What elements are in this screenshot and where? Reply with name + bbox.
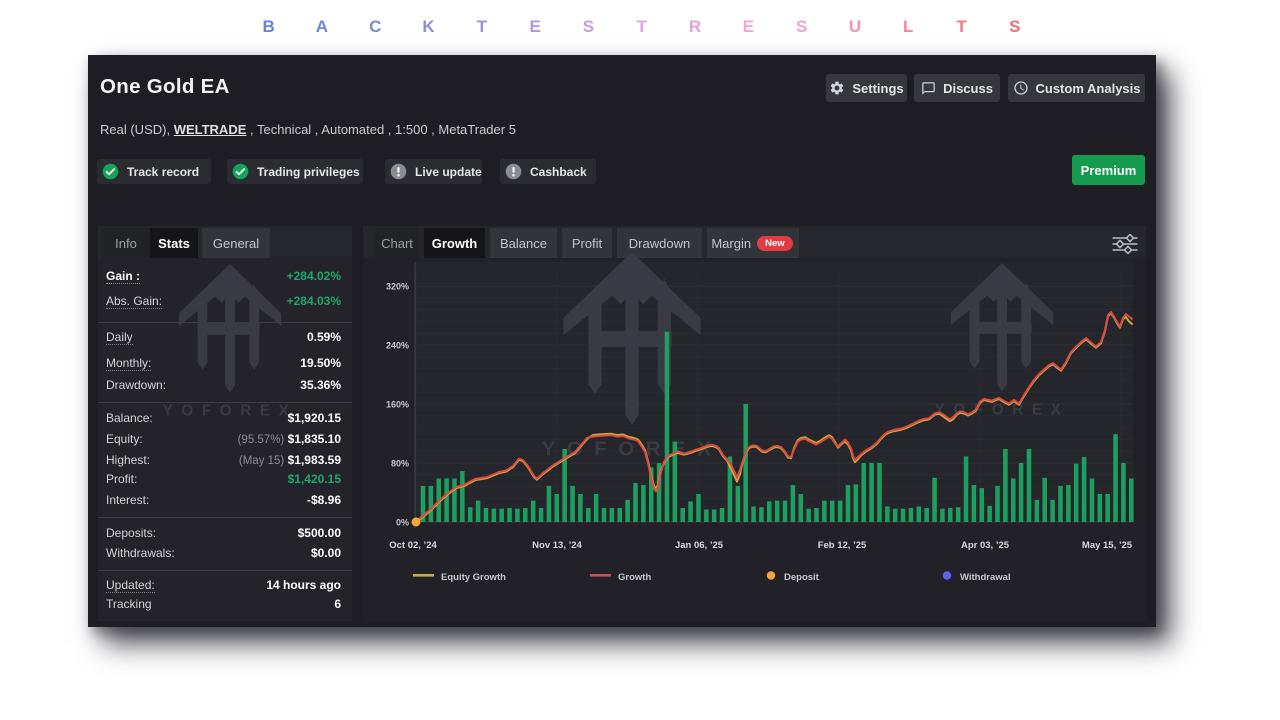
- svg-text:Nov 13, ’24: Nov 13, ’24: [532, 540, 582, 551]
- svg-text:Equity Growth: Equity Growth: [441, 572, 506, 583]
- svg-text:Withdrawal: Withdrawal: [960, 572, 1011, 583]
- svg-text:Growth: Growth: [618, 572, 651, 583]
- svg-text:May 15, ’25: May 15, ’25: [1082, 540, 1133, 551]
- svg-text:160%: 160%: [386, 400, 409, 410]
- svg-text:320%: 320%: [386, 282, 409, 292]
- svg-text:0%: 0%: [396, 518, 409, 528]
- svg-text:Jan 06, ’25: Jan 06, ’25: [675, 540, 724, 551]
- svg-text:Deposit: Deposit: [784, 572, 820, 583]
- svg-text:Apr 03, ’25: Apr 03, ’25: [961, 540, 1010, 551]
- svg-text:YOFOREX: YOFOREX: [163, 403, 298, 420]
- svg-text:240%: 240%: [386, 341, 409, 351]
- svg-text:Feb 12, ’25: Feb 12, ’25: [818, 540, 867, 551]
- svg-text:Oct 02, ’24: Oct 02, ’24: [389, 540, 437, 551]
- svg-text:80%: 80%: [391, 459, 409, 469]
